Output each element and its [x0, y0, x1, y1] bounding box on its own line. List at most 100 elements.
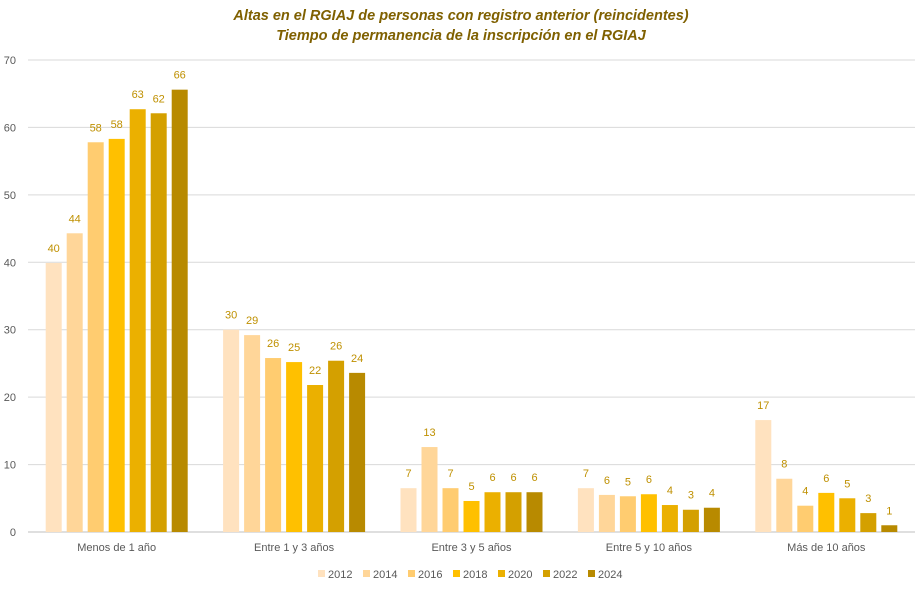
bar — [703, 507, 720, 532]
bar — [108, 138, 125, 533]
data-label: 3 — [688, 490, 694, 502]
data-label: 29 — [246, 315, 258, 327]
bar — [421, 447, 438, 532]
bar — [400, 488, 417, 532]
data-label: 40 — [48, 243, 60, 255]
data-label: 58 — [90, 122, 102, 134]
data-label: 3 — [865, 493, 871, 505]
bar — [682, 509, 699, 532]
chart-subtitle: Tiempo de permanencia de la inscripción … — [276, 28, 647, 44]
bar — [860, 513, 877, 532]
data-label: 5 — [844, 478, 850, 490]
data-label: 1 — [886, 505, 892, 517]
y-tick-label: 70 — [4, 55, 16, 67]
bar — [776, 478, 793, 532]
bar — [45, 262, 62, 532]
bar — [463, 500, 480, 532]
bar — [755, 420, 772, 532]
bar — [598, 494, 615, 532]
y-tick-label: 40 — [4, 257, 16, 269]
data-label: 13 — [423, 427, 435, 439]
bar — [526, 492, 543, 532]
data-label: 7 — [405, 468, 411, 480]
bar — [839, 498, 856, 532]
x-tick-label: Más de 10 años — [787, 542, 866, 554]
x-tick-label: Entre 3 y 5 años — [431, 542, 512, 554]
data-label: 6 — [510, 472, 516, 484]
bar — [619, 496, 636, 532]
legend-label: 2016 — [418, 569, 442, 581]
y-tick-label: 10 — [4, 460, 16, 472]
legend-label: 2024 — [598, 569, 622, 581]
y-tick-label: 50 — [4, 190, 16, 202]
bar — [661, 505, 678, 532]
bar — [640, 494, 657, 532]
bar — [87, 142, 104, 532]
data-label: 4 — [802, 486, 808, 498]
legend-swatch — [588, 570, 595, 577]
bar — [129, 109, 146, 533]
bar — [484, 492, 501, 532]
data-label: 5 — [625, 476, 631, 488]
bar — [307, 385, 324, 532]
data-label: 6 — [823, 473, 829, 485]
data-label: 25 — [288, 342, 300, 354]
data-label: 30 — [225, 310, 237, 322]
data-label: 26 — [267, 338, 279, 350]
bar — [150, 113, 167, 533]
data-label: 7 — [583, 468, 589, 480]
legend-label: 2020 — [508, 569, 532, 581]
bar — [265, 358, 282, 532]
data-label: 6 — [531, 472, 537, 484]
legend-swatch — [498, 570, 505, 577]
data-label: 44 — [69, 213, 81, 225]
data-label: 4 — [709, 488, 715, 500]
bar — [328, 360, 345, 532]
data-label: 66 — [174, 70, 186, 82]
bar — [66, 233, 83, 532]
legend-label: 2018 — [463, 569, 487, 581]
y-tick-label: 0 — [10, 527, 16, 539]
legend-swatch — [543, 570, 550, 577]
legend-swatch — [453, 570, 460, 577]
legend-swatch — [318, 570, 325, 577]
legend-swatch — [363, 570, 370, 577]
legend-swatch — [408, 570, 415, 577]
x-tick-label: Entre 1 y 3 años — [254, 542, 335, 554]
x-tick-label: Entre 5 y 10 años — [606, 542, 693, 554]
data-label: 5 — [468, 481, 474, 493]
y-tick-label: 20 — [4, 392, 16, 404]
data-label: 22 — [309, 365, 321, 377]
data-label: 6 — [646, 474, 652, 486]
legend-label: 2022 — [553, 569, 577, 581]
chart-title: Altas en el RGIAJ de personas con regist… — [232, 8, 688, 24]
bar — [505, 492, 522, 532]
data-label: 24 — [351, 353, 363, 365]
x-tick-label: Menos de 1 año — [77, 542, 156, 554]
bar — [818, 492, 835, 532]
bar — [286, 362, 303, 532]
bar — [223, 329, 240, 532]
data-label: 6 — [604, 475, 610, 487]
bar — [171, 89, 188, 532]
data-label: 17 — [757, 400, 769, 412]
bar — [881, 525, 898, 532]
y-tick-label: 60 — [4, 122, 16, 134]
bar — [442, 488, 459, 532]
y-tick-label: 30 — [4, 325, 16, 337]
data-label: 63 — [132, 89, 144, 101]
bar — [349, 372, 366, 532]
legend-label: 2012 — [328, 569, 352, 581]
data-label: 4 — [667, 485, 673, 497]
data-label: 6 — [489, 472, 495, 484]
data-label: 26 — [330, 341, 342, 353]
bar — [577, 488, 594, 532]
data-label: 7 — [447, 468, 453, 480]
legend-label: 2014 — [373, 569, 397, 581]
data-label: 58 — [111, 119, 123, 131]
bar — [244, 335, 261, 532]
bar — [797, 505, 814, 532]
data-label: 8 — [781, 459, 787, 471]
